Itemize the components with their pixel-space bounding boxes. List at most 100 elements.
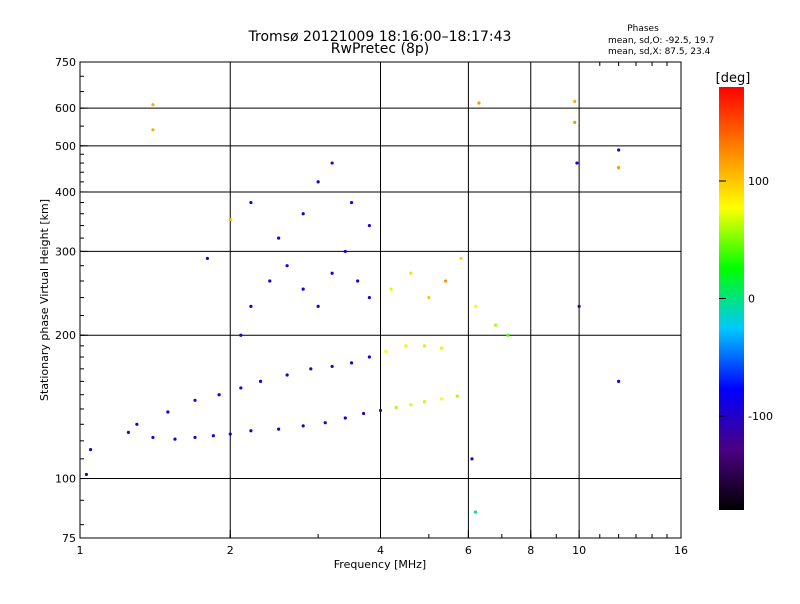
colorbar-tick-label: 100 (748, 175, 769, 188)
data-point (473, 510, 478, 514)
legend-title: Phases (627, 24, 659, 34)
data-point (362, 411, 366, 416)
data-point (249, 304, 253, 308)
data-point (193, 398, 197, 402)
data-point (151, 435, 155, 440)
chart-title: Tromsø 20121009 18:16:00–18:17:43 (248, 29, 512, 45)
data-point (330, 364, 334, 369)
data-point (349, 361, 354, 365)
data-point (88, 448, 93, 452)
legend-line-x: mean, sd,X: 87.5, 23.4 (608, 47, 711, 57)
x-tick-label: 10 (572, 544, 586, 557)
y-tick-label: 200 (55, 329, 76, 342)
colorbar-tick-label: -100 (748, 410, 773, 423)
data-point (217, 393, 221, 397)
data-point (239, 333, 243, 337)
data-point (389, 287, 393, 291)
data-point (268, 279, 272, 283)
data-point (249, 200, 253, 205)
data-point (211, 434, 215, 438)
data-point (135, 422, 139, 426)
data-point (477, 101, 481, 105)
chart-subtitle: RwPretec (8p) (331, 41, 429, 57)
data-point (228, 217, 232, 222)
data-point (384, 349, 388, 353)
data-point (617, 379, 621, 383)
y-tick-label: 500 (55, 140, 76, 153)
x-axis-label: Frequency [MHz] (334, 558, 426, 571)
data-point (277, 427, 281, 431)
data-point (378, 408, 383, 413)
data-point (239, 386, 243, 390)
data-point (316, 180, 320, 184)
data-point (473, 304, 478, 308)
data-point (367, 355, 371, 359)
data-point (258, 379, 263, 383)
data-point (394, 405, 398, 410)
data-point (349, 200, 354, 205)
data-point (84, 472, 89, 477)
y-axis: 75 100 200 300 400 500 600 750 (55, 56, 88, 545)
x-tick-label: 2 (227, 544, 234, 557)
data-point (404, 344, 408, 348)
data-point (205, 256, 210, 261)
data-point (493, 323, 498, 327)
data-point (409, 402, 413, 407)
data-point (617, 148, 621, 152)
data-point (443, 279, 448, 283)
data-point (356, 279, 360, 283)
y-tick-label: 300 (55, 245, 76, 258)
data-point (323, 421, 327, 425)
y-tick-label: 400 (55, 186, 76, 199)
colorbar-ticks: 100 0 -100 (719, 175, 773, 423)
y-tick-label: 600 (55, 102, 76, 115)
data-point (249, 429, 253, 433)
colorbar-tick-label: 0 (748, 293, 755, 306)
data-point (617, 166, 621, 170)
data-point (573, 120, 577, 124)
data-point (459, 256, 463, 261)
data-point (228, 432, 232, 436)
data-point (151, 103, 155, 107)
data-point (573, 99, 577, 103)
data-point (577, 304, 581, 308)
data-point (427, 295, 431, 300)
data-point (470, 457, 474, 461)
data-point (455, 394, 459, 398)
data-point (309, 367, 313, 371)
data-point (506, 333, 510, 337)
data-point (316, 304, 320, 308)
colorbar-label: [deg] (716, 71, 751, 86)
data-point (422, 400, 427, 404)
legend-line-o: mean, sd,O: -92.5, 19.7 (608, 36, 714, 46)
x-tick-label: 8 (527, 544, 534, 557)
y-tick-label: 750 (55, 56, 76, 69)
data-point (173, 437, 177, 441)
data-point (439, 397, 444, 401)
data-point (277, 236, 281, 240)
y-axis-label: Stationary phase Virtual Height [km] (38, 199, 51, 401)
data-point (575, 161, 579, 165)
data-point (301, 424, 305, 428)
data-point (409, 271, 413, 275)
x-axis: 1 2 4 6 8 10 16 (77, 62, 688, 557)
y-tick-label: 100 (55, 473, 76, 486)
data-point (301, 287, 305, 291)
x-tick-label: 6 (465, 544, 472, 557)
data-point (126, 430, 130, 434)
data-point (343, 249, 347, 254)
x-tick-label: 1 (77, 544, 84, 557)
data-points (84, 99, 621, 514)
data-point (367, 223, 371, 228)
data-point (285, 264, 289, 268)
x-tick-label: 16 (674, 544, 688, 557)
data-point (285, 373, 289, 377)
data-point (166, 410, 170, 414)
data-point (343, 416, 347, 420)
data-point (301, 212, 305, 216)
data-point (330, 161, 334, 165)
data-point (439, 346, 444, 350)
data-point (367, 295, 371, 300)
data-point (330, 271, 334, 275)
